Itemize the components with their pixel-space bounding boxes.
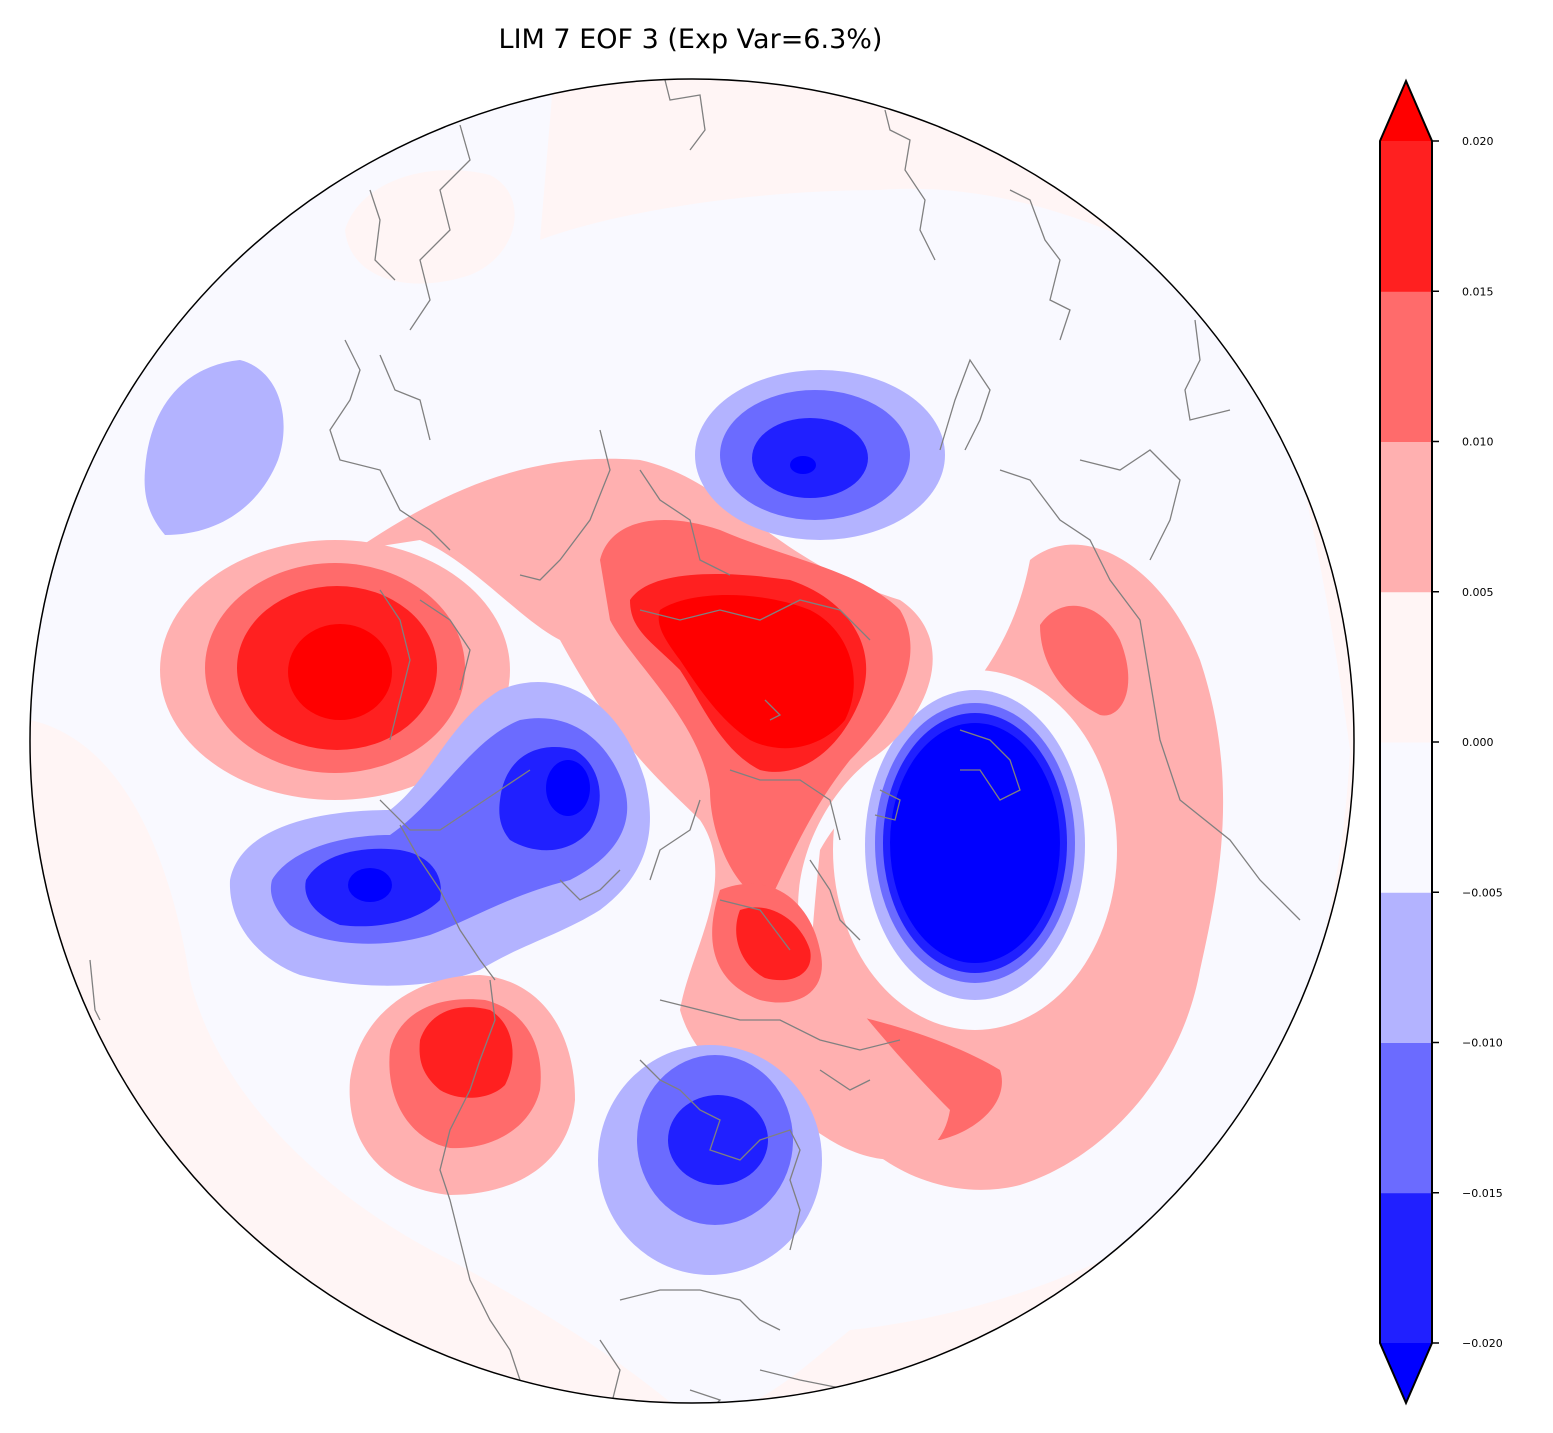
colorbar-tick-label: −0.015: [1462, 1187, 1503, 1200]
neg-blob-atlantic: [833, 670, 1117, 1030]
colorbar-segment: [1380, 742, 1432, 893]
neg-blob-greatlakes: [598, 1045, 822, 1275]
colorbar-segment: [1380, 1192, 1432, 1344]
colorbar-tick-label: −0.010: [1462, 1037, 1503, 1050]
colorbar-tick-label: 0.005: [1462, 586, 1494, 599]
pos-blob-pacific: [160, 540, 510, 800]
neg-blob-north: [695, 370, 945, 540]
colorbar-segment: [1380, 291, 1432, 442]
pos-blob-westcoast: [349, 975, 575, 1195]
colorbar-extend-min: [1380, 1343, 1432, 1403]
colorbar-tick-label: −0.020: [1462, 1337, 1503, 1350]
colorbar-segment: [1380, 1042, 1432, 1194]
map-boundary: [29, 78, 1355, 1404]
neg-blob-northwest: [144, 360, 284, 535]
colorbar-tick-label: 0.020: [1462, 135, 1494, 148]
colorbar-segment: [1380, 892, 1432, 1043]
colorbar-segment: [1380, 441, 1432, 593]
colorbar-extend-max: [1380, 81, 1432, 141]
colorbar-segment: [1380, 141, 1432, 292]
colorbar: 0.020 0.015 0.010 0.005 0.000 −0.005 −0.010 −0.…: [1379, 78, 1503, 1406]
coastlines: [89, 79, 1301, 1403]
colorbar-tick-label: 0.000: [1462, 736, 1494, 749]
pos-blob-arctic: [355, 458, 950, 1160]
colorbar-tick-label: 0.010: [1462, 436, 1494, 449]
neg-blob-alaska: [229, 682, 650, 986]
map-title: LIM 7 EOF 3 (Exp Var=6.3%): [498, 24, 883, 55]
colorbar-segment: [1380, 591, 1432, 743]
colorbar-tick-label: 0.015: [1462, 285, 1494, 298]
colorbar-tick-label: −0.005: [1462, 886, 1503, 899]
